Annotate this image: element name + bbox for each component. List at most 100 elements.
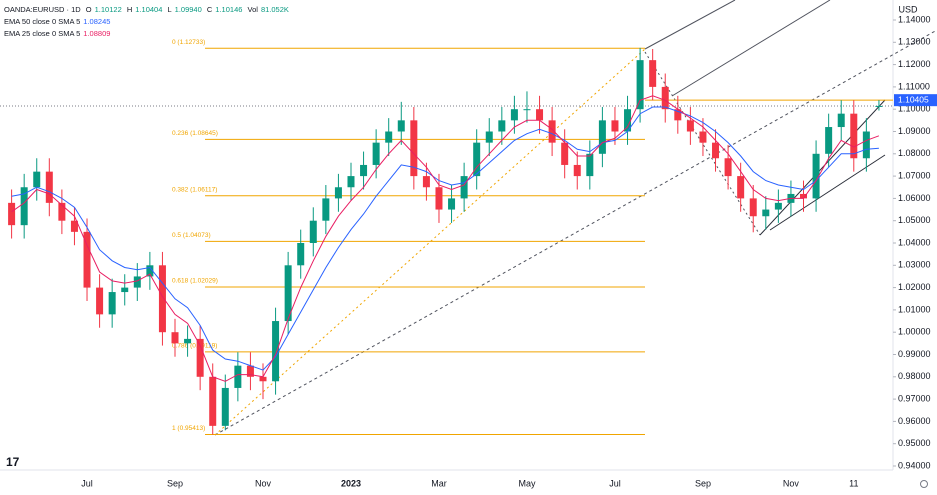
fib-label: 0.236 (1.08645) — [172, 130, 218, 137]
y-tick-label: 1.08000 — [898, 148, 931, 158]
ohlc-key: H — [126, 5, 133, 14]
legend: OANDA:EURUSD · 1D O 1.10122 H 1.10404 L 1.0… — [4, 4, 292, 40]
y-tick-label: 0.95000 — [898, 438, 931, 448]
candle-body — [284, 265, 292, 322]
y-tick-label: 0.96000 — [898, 416, 931, 426]
fib-label: 0 (1.12733) — [172, 39, 205, 46]
indicator-name: EMA 50 close 0 SMA 5 — [4, 17, 81, 26]
fib-label: 0.382 (1.06117) — [172, 187, 217, 194]
candle-body — [812, 153, 820, 199]
x-tick-label: Nov — [255, 478, 272, 488]
candle-body — [322, 198, 330, 221]
candle-body — [573, 164, 581, 177]
candle-body — [259, 376, 267, 382]
candle-body — [548, 120, 556, 143]
indicator-value: 1.08245 — [83, 17, 111, 26]
candle-body — [96, 287, 104, 315]
candle-body — [686, 120, 694, 132]
x-tick-label: 11 — [849, 478, 858, 488]
candle-body — [862, 131, 870, 159]
y-tick-label: 1.10000 — [898, 104, 931, 114]
y-tick-label: 0.99000 — [898, 349, 931, 359]
candle-body — [33, 171, 41, 188]
y-tick-label: 1.11000 — [898, 81, 930, 91]
candle-body — [611, 120, 619, 132]
x-tick-label: Mar — [431, 478, 447, 488]
candle-body — [397, 120, 405, 132]
candle-body — [171, 332, 179, 344]
candle-body — [636, 60, 644, 110]
price-label: 1.10405 — [898, 94, 929, 104]
candle-body — [58, 202, 66, 221]
pitchfork-median — [214, 29, 937, 436]
fib-label: 1 (0.95413) — [172, 425, 205, 432]
candle-body — [246, 365, 254, 377]
y-tick-label: 1.01000 — [898, 304, 931, 314]
candle-body — [724, 158, 732, 177]
candle-body — [410, 120, 418, 177]
y-tick-label: 1.12000 — [898, 59, 931, 69]
ema-line — [11, 95, 880, 382]
candle-body — [435, 187, 443, 210]
candle-body — [334, 187, 342, 199]
y-tick-label: 1.09000 — [898, 126, 931, 136]
indicator-value: 1.08809 — [83, 29, 111, 38]
candle-body — [422, 176, 430, 188]
y-tick-label: 1.06000 — [898, 193, 931, 203]
ohlc-key: C — [206, 5, 213, 14]
ohlc-value: 1.10122 — [94, 5, 122, 14]
candle-body — [561, 142, 569, 165]
settings-icon[interactable] — [920, 480, 928, 488]
candle-body — [146, 265, 154, 277]
candle-body — [272, 321, 280, 382]
candle-body — [737, 176, 745, 199]
candle-body — [20, 187, 28, 226]
candle-body — [83, 231, 91, 288]
indicator-row: EMA 25 close 0 SMA 5 1.08809 — [4, 28, 292, 40]
candle-body — [800, 193, 808, 199]
symbol-row: OANDA:EURUSD · 1D O 1.10122 H 1.10404 L 1.0… — [4, 4, 292, 16]
candle-body — [372, 142, 380, 165]
candle-body — [347, 176, 355, 188]
candle-body — [360, 164, 368, 177]
pitchfork-line — [671, 0, 831, 97]
fib-trend-line — [214, 48, 646, 436]
ohlc-key: Vol — [247, 5, 258, 14]
x-tick-label: Nov — [783, 478, 800, 488]
candle-body — [712, 142, 720, 159]
pitchfork-line — [644, 0, 736, 50]
channel-line — [759, 99, 886, 236]
candle-body — [674, 109, 682, 121]
ohlc-value: 81.052K — [260, 5, 289, 14]
candle-body — [485, 131, 493, 143]
candle-body — [121, 287, 129, 293]
candle-body — [523, 109, 531, 111]
y-tick-label: 1.13000 — [898, 37, 931, 47]
ohlc-key: O — [85, 5, 92, 14]
indicator-row: EMA 50 close 0 SMA 5 1.08245 — [4, 16, 292, 28]
indicator-name: EMA 25 close 0 SMA 5 — [4, 29, 81, 38]
y-tick-label: 1.05000 — [898, 215, 931, 225]
ohlc-value: 1.10404 — [135, 5, 163, 14]
candle-body — [158, 265, 166, 333]
y-tick-label: 0.98000 — [898, 371, 931, 381]
currency-label: USD — [898, 4, 918, 14]
candle-body — [875, 105, 883, 107]
candle-body — [221, 387, 229, 426]
candle-body — [45, 171, 53, 203]
candle-body — [598, 120, 606, 154]
candle-body — [586, 153, 594, 177]
candle-body — [8, 202, 16, 226]
y-tick-label: 0.97000 — [898, 393, 931, 403]
candle-body — [850, 113, 858, 159]
x-tick-label: Jul — [81, 478, 93, 488]
candle-body — [184, 338, 192, 344]
candle-body — [649, 60, 657, 87]
logo: 17 — [6, 455, 20, 469]
candle-body — [774, 202, 782, 210]
y-tick-label: 1.02000 — [898, 282, 931, 292]
fib-label: 0.618 (1.02029) — [172, 278, 218, 285]
ema-line — [11, 106, 879, 371]
candle-body — [749, 198, 757, 217]
